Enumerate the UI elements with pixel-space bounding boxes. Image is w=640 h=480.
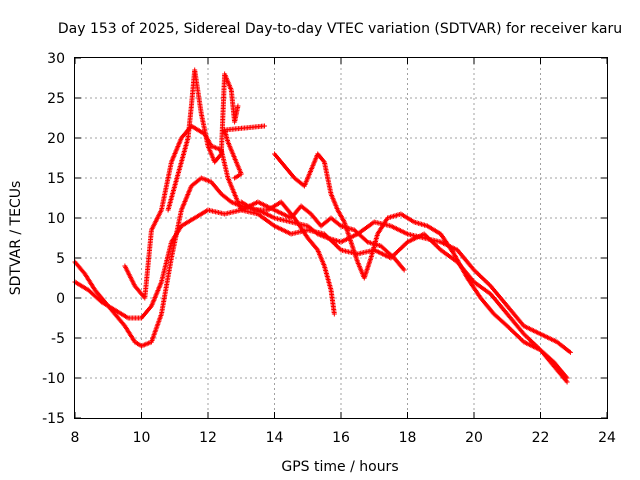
data-point [217,152,223,158]
x-tick-label: 10 [133,430,151,446]
series-track-2 [72,207,570,385]
y-tick-label: 30 [47,51,65,67]
data-point [563,374,569,380]
x-tick-label: 16 [332,430,350,446]
y-tick-label: 10 [47,211,65,227]
data-point [567,349,573,355]
x-tick-label: 14 [266,430,284,446]
x-tick-label: 12 [199,430,217,446]
series-track-5 [272,151,570,381]
data-point [337,246,343,252]
y-tick-label: -10 [42,371,65,387]
y-tick-label: 25 [47,91,65,107]
data-point [232,175,238,181]
data-layer [72,67,573,385]
x-axis-label: GPS time / hours [281,459,398,475]
y-tick-label: 5 [56,251,65,267]
grid-layer [75,58,607,418]
chart-title: Day 153 of 2025, Sidereal Day-to-day VTE… [58,21,622,37]
data-point [320,158,326,164]
tick-layer: 8 10 12 14 16 18 20 22 24 -15 -10 -5 0 5 10 15 20 25 30 [42,51,616,446]
y-tick-label: 15 [47,171,65,187]
data-point [564,375,570,381]
y-tick-label: 0 [56,291,65,307]
x-tick-label: 22 [532,430,550,446]
data-point [401,267,407,273]
y-tick-label: 20 [47,131,65,147]
x-tick-label: 18 [399,430,417,446]
x-tick-label: 24 [598,430,616,446]
data-point [363,238,369,244]
data-point [235,103,241,109]
data-point [331,311,337,317]
series-track-6 [238,199,337,317]
x-tick-label: 20 [465,430,483,446]
x-tick-label: 8 [71,430,80,446]
y-tick-label: -5 [51,331,65,347]
series-outliers [222,123,268,181]
y-axis-label: SDTVAR / TECUs [8,181,24,296]
series-track-4 [165,67,241,213]
plot-frame [74,57,608,419]
y-tick-label: -15 [42,411,65,427]
